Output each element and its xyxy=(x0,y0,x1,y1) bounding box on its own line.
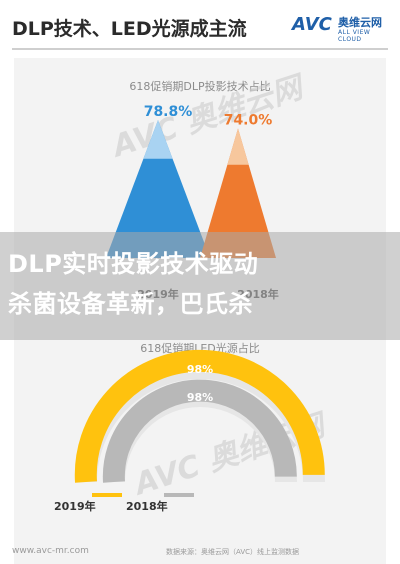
page-title: DLP技术、LED光源成主流 xyxy=(12,18,247,40)
header-divider xyxy=(12,48,388,50)
triangle-bar-1 xyxy=(106,120,210,258)
gauge-value-label-2: 98% xyxy=(187,391,213,404)
gauge-legend-label-2: 2018年 xyxy=(126,499,168,513)
brand-logo: AVC 奥维云网 ALL VIEW CLOUD xyxy=(292,12,388,43)
logo-en-text: ALL VIEW CLOUD xyxy=(338,29,371,43)
gauge-legend-swatch-2 xyxy=(164,493,194,497)
title-overlay: DLP实时投影技术驱动 杀菌设备革新，巴氏杀 xyxy=(8,244,400,324)
footer-url: www.avc-mr.com xyxy=(12,546,89,556)
chart-2-title: 618促销期LED光源占比 xyxy=(140,342,260,355)
logo-cn-text: 奥维云网 xyxy=(338,16,382,29)
triangle-bar-2 xyxy=(200,128,276,258)
gauge-value-label-1: 98% xyxy=(187,363,213,376)
logo-brand-text: AVC xyxy=(292,14,332,35)
title-overlay-band xyxy=(0,232,400,340)
gauge-arc-1 xyxy=(74,349,325,483)
title-overlay-line-2: 杀菌设备革新，巴氏杀 xyxy=(8,290,253,318)
triangle-value-label-2: 74.0% xyxy=(224,113,273,129)
title-overlay-line-1: DLP实时投影技术驱动 xyxy=(8,250,259,278)
gauge-legend-label-1: 2019年 xyxy=(54,499,96,513)
triangle-bar-tip-2 xyxy=(227,128,249,165)
chart-1-title: 618促销期DLP投影技术占比 xyxy=(129,80,271,93)
footer-source: 数据来源：奥维云网（AVC）线上监测数据 xyxy=(166,548,300,556)
header-bar: DLP技术、LED光源成主流 AVC 奥维云网 ALL VIEW CLOUD xyxy=(0,0,400,52)
triangle-bar-tip-1 xyxy=(143,120,173,159)
gauge-arc-2 xyxy=(102,379,297,483)
gauge-legend-swatch-1 xyxy=(92,493,122,497)
triangle-value-label-1: 78.8% xyxy=(144,104,193,120)
